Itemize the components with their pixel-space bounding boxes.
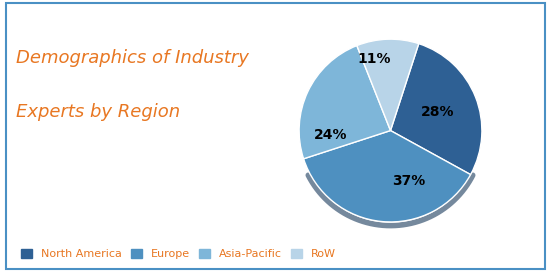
Text: Experts by Region: Experts by Region — [16, 103, 180, 121]
Text: 28%: 28% — [421, 105, 455, 119]
Text: 24%: 24% — [315, 128, 348, 142]
Wedge shape — [390, 44, 482, 175]
Text: Demographics of Industry: Demographics of Industry — [16, 49, 249, 67]
Text: 37%: 37% — [392, 174, 425, 188]
Wedge shape — [304, 131, 471, 222]
Legend: North America, Europe, Asia-Pacific, RoW: North America, Europe, Asia-Pacific, RoW — [16, 244, 340, 264]
Text: 11%: 11% — [358, 52, 391, 66]
Wedge shape — [357, 39, 419, 131]
Wedge shape — [299, 46, 390, 159]
